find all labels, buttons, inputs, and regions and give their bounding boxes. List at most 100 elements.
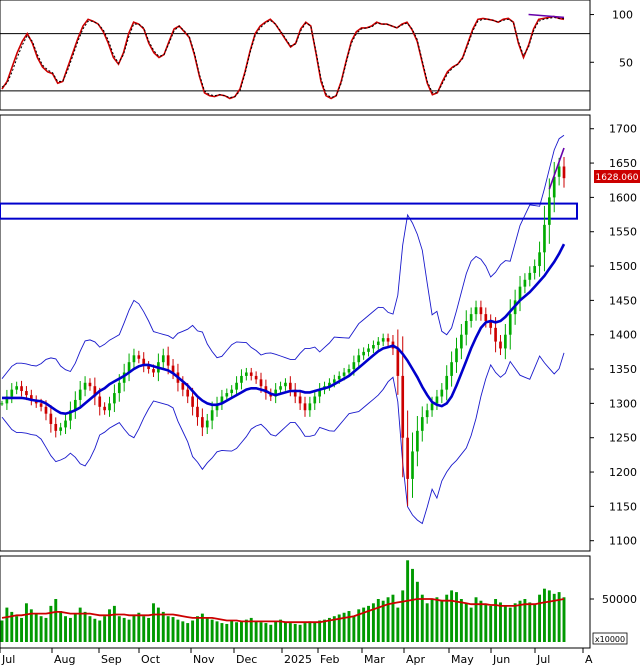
candle-body [284,382,287,387]
candle-body [264,386,268,394]
candle-body [445,375,449,390]
candle-body [83,382,87,390]
volume-bar [455,592,458,642]
time-tick-label: Jul [1,653,15,666]
volume-bar [83,611,87,642]
last-price-label: 1628.060 [596,173,639,183]
volume-bar [210,619,214,642]
lower-band-line [1,352,565,525]
candle-body [523,279,527,287]
candle-body [108,403,111,411]
volume-bar [415,581,419,642]
candle-body [142,358,146,366]
volume-bar [54,599,58,642]
volume-bar [279,619,283,642]
candle-body [352,362,356,370]
volume-bar [425,603,429,642]
volume-bar [367,605,370,642]
time-tick-label: Sep [101,653,122,666]
candle-body [245,372,248,376]
volume-bar [254,620,258,642]
volume-bar [244,619,248,642]
price-tick-label: 1400 [609,329,637,342]
volume-bar [39,616,43,642]
support-band [0,202,578,220]
price-tick-label: 1300 [609,397,637,410]
candle-body [416,430,419,452]
candle-body [538,252,541,267]
volume-bar [132,614,136,642]
volume-bar [127,619,131,642]
volume-bar [112,605,116,642]
upper-band-line [1,134,565,379]
time-tick-label: Mar [364,653,385,666]
volume-bar [445,594,449,642]
volume-bar [161,611,165,642]
volume-bar [459,599,463,642]
price-tick-label: 1700 [609,123,637,136]
volume-bar [513,603,517,642]
price-tick-label: 1150 [609,500,637,513]
volume-average-line [1,598,565,624]
candle-body [147,365,150,370]
volume-bar [196,616,199,642]
volume-bar [411,568,414,642]
candle-body [225,393,229,397]
volume-bar [479,600,483,642]
candle-body [504,334,507,349]
price-tick-label: 1650 [609,157,637,170]
volume-bar [259,622,263,642]
candle-body [171,365,175,373]
candle-body [98,396,102,407]
volume-bar [308,621,312,642]
volume-bar [474,597,478,642]
time-tick-label: A [585,653,593,666]
volume-bar [181,621,185,642]
oscillator-panel [0,0,591,111]
volume-bar [293,623,297,642]
volume-bar [494,599,498,642]
candle-body [552,176,556,198]
volume-bar [503,605,507,642]
time-tick-label: 2025 [284,653,312,666]
candle-body [308,403,312,411]
candle-body [342,372,346,376]
volume-bar [0,620,4,642]
candle-body [69,410,72,421]
volume-bar [205,617,209,642]
candle-body [328,382,331,387]
volume-bar [171,617,175,642]
volume-bar [499,602,502,642]
volume-bar [464,603,468,642]
volume-bar [518,600,522,642]
price-tick-label: 1450 [609,294,637,307]
candle-body [455,348,458,363]
candle-body [464,320,468,335]
volume-bar [357,609,361,642]
candle-body [318,389,321,397]
volume-bar [313,622,317,642]
candle-body [347,369,351,373]
candle-body [499,341,502,349]
candle-body [298,396,302,404]
volume-bar [235,622,239,642]
volume-bar [191,620,195,642]
candle-body [235,382,238,390]
candle-body [293,389,297,397]
candle-body [274,389,278,397]
volume-bar [73,613,77,642]
candle-body [362,351,365,356]
candle-body [518,286,522,301]
candle-body [401,375,405,438]
price-panel [0,114,591,552]
time-tick-label: Apr [406,653,426,666]
price-tick-label: 1350 [609,363,637,376]
volume-bar [450,590,454,642]
time-tick-label: Aug [54,653,75,666]
candle-body [367,348,370,352]
volume-bar [391,594,395,642]
volume-bar [220,623,224,642]
volume-bar [562,597,566,642]
volume-bar [137,612,141,642]
candle-body [132,355,136,363]
